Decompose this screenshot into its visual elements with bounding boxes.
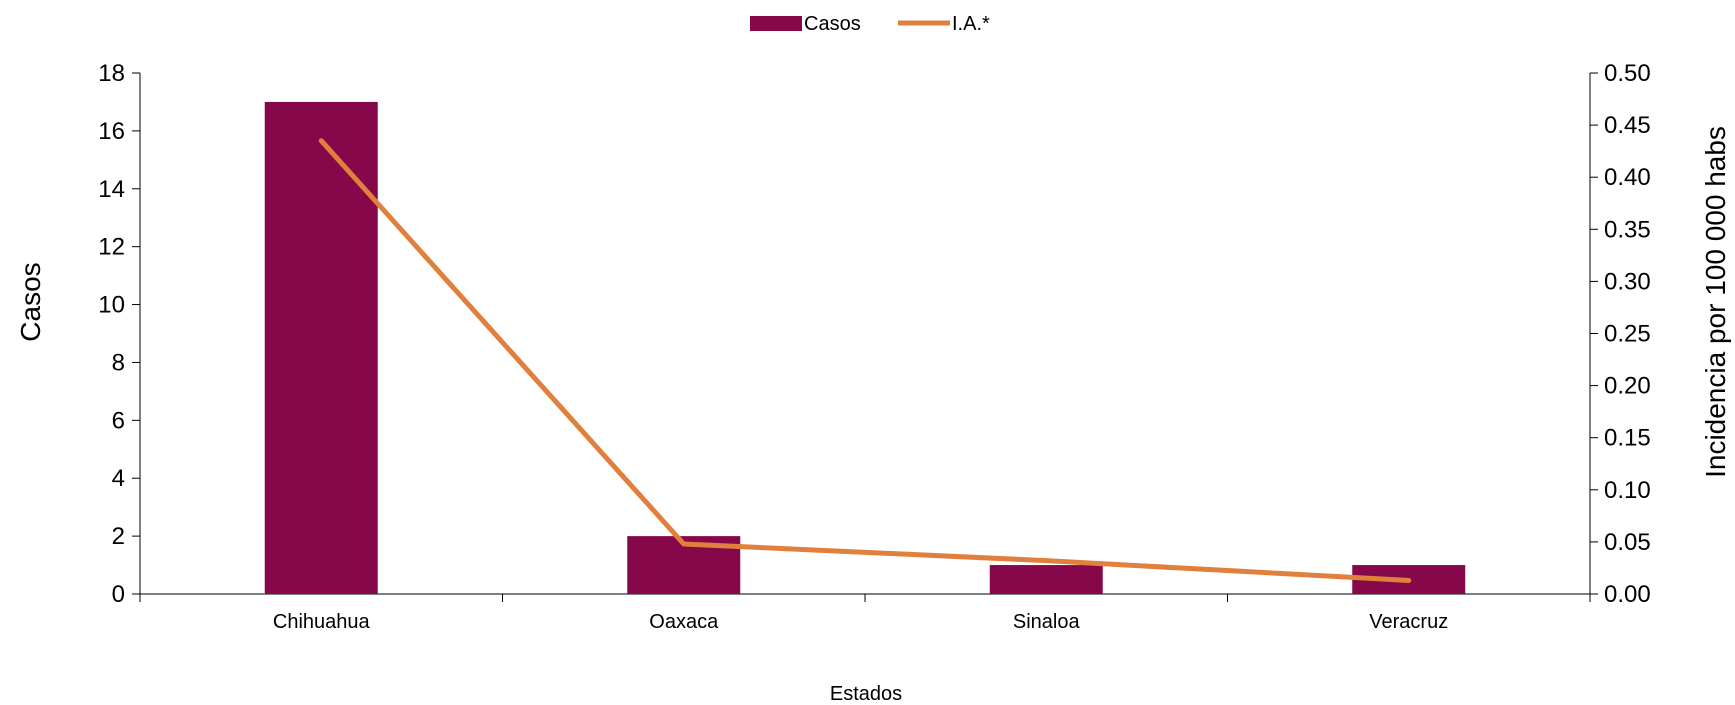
right-tick-label: 0.05 — [1604, 529, 1651, 556]
right-tick-label: 0.45 — [1604, 112, 1651, 139]
left-tick-label: 14 — [98, 176, 125, 203]
left-tick-label: 2 — [112, 523, 125, 550]
line-series — [318, 138, 1412, 583]
legend: Casos I.A.* — [750, 13, 990, 35]
bar — [989, 565, 1103, 594]
line-path — [318, 138, 1412, 583]
x-axis-title: Estados — [830, 683, 902, 705]
legend-swatch-casos — [750, 16, 802, 31]
y-axis-title: Casos — [15, 262, 46, 341]
legend-label-casos: Casos — [804, 13, 861, 35]
left-tick-label: 18 — [98, 60, 125, 87]
left-tick-label: 6 — [112, 407, 125, 434]
right-tick-label: 0.20 — [1604, 373, 1651, 400]
y2-axis-title: Incidencia por 100 000 habs — [1700, 126, 1731, 478]
bar-series — [264, 101, 1466, 594]
right-tick-label: 0.35 — [1604, 216, 1651, 243]
bar — [264, 101, 378, 594]
right-tick-label: 0.30 — [1604, 268, 1651, 295]
right-axis: 0.00 0.05 0.10 0.15 0.20 0.25 0.30 0.35 0.40 0.45… — [1589, 60, 1651, 608]
left-tick-label: 8 — [112, 349, 125, 376]
x-tick-label: Sinaloa — [1013, 611, 1081, 633]
left-tick-label: 16 — [98, 118, 125, 145]
x-axis: Chihuahua Oaxaca Sinaloa Veracruz — [139, 593, 1591, 633]
left-tick-label: 12 — [98, 234, 125, 261]
right-tick-label: 0.10 — [1604, 477, 1651, 504]
right-tick-label: 0.00 — [1604, 581, 1651, 608]
left-tick-label: 4 — [112, 465, 125, 492]
right-tick-label: 0.15 — [1604, 425, 1651, 452]
right-tick-label: 0.40 — [1604, 164, 1651, 191]
x-tick-label: Veracruz — [1369, 611, 1448, 633]
right-tick-label: 0.25 — [1604, 321, 1651, 348]
right-tick-label: 0.50 — [1604, 60, 1651, 87]
left-axis: 0 2 4 6 8 10 12 14 16 18 — [98, 60, 141, 608]
legend-label-ia: I.A.* — [952, 13, 990, 35]
x-tick-label: Oaxaca — [649, 611, 719, 633]
left-tick-label: 10 — [98, 292, 125, 319]
x-tick-label: Chihuahua — [273, 611, 371, 633]
left-tick-label: 0 — [112, 581, 125, 608]
